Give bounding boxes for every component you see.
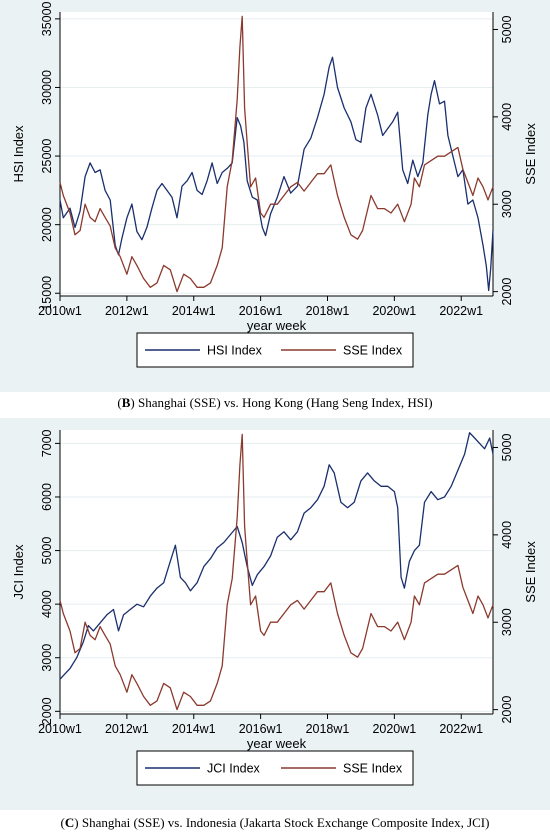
left-tick-label: 35000 bbox=[40, 1, 54, 36]
left-axis-title: HSI Index bbox=[11, 125, 26, 183]
left-tick-label: 2000 bbox=[40, 697, 54, 725]
x-tick-label: 2016w1 bbox=[239, 304, 283, 318]
x-tick-label: 2016w1 bbox=[239, 722, 283, 736]
right-axis-title: SSE Index bbox=[523, 541, 538, 603]
right-tick-label: 5000 bbox=[500, 16, 514, 44]
x-axis-title: year week bbox=[247, 736, 307, 751]
left-tick-label: 3000 bbox=[40, 644, 54, 672]
x-tick-label: 2010w1 bbox=[38, 304, 82, 318]
right-tick-label: 3000 bbox=[500, 190, 514, 218]
caption-text: ) Shanghai (SSE) vs. Indonesia (Jakarta … bbox=[74, 815, 490, 830]
right-tick-label: 2000 bbox=[500, 696, 514, 724]
right-tick-label: 4000 bbox=[500, 103, 514, 131]
x-tick-label: 2010w1 bbox=[38, 722, 82, 736]
chart-hsi-sse: 15000 20000 25000 30000 35000 2000 3000 4000 500… bbox=[11, 1, 538, 368]
chart-panel-jci-sse: 2000 3000 4000 5000 6000 7000 2000 3000 4000 5000… bbox=[0, 418, 550, 810]
legend: HSI Index SSE Index bbox=[136, 332, 414, 368]
hsi-index-line bbox=[59, 56, 494, 292]
left-axis-title: JCI Index bbox=[11, 544, 26, 599]
right-axis-title: SSE Index bbox=[523, 123, 538, 185]
left-tick-label: 7000 bbox=[40, 429, 54, 457]
legend-label: SSE Index bbox=[343, 344, 403, 358]
right-tick-label: 5000 bbox=[500, 434, 514, 462]
caption-text: ) Shanghai (SSE) vs. Hong Kong (Hang Sen… bbox=[130, 395, 433, 410]
plot-area bbox=[60, 430, 493, 714]
x-tick-label: 2020w1 bbox=[372, 722, 416, 736]
x-tick-label: 2018w1 bbox=[306, 304, 350, 318]
left-tick-label: 15000 bbox=[40, 276, 54, 311]
left-tick-label: 5000 bbox=[40, 537, 54, 565]
caption-letter: C bbox=[64, 815, 75, 830]
left-tick-label: 6000 bbox=[40, 483, 54, 511]
x-tick-label: 2022w1 bbox=[439, 304, 483, 318]
x-tick-label: 2014w1 bbox=[172, 722, 216, 736]
x-tick-label: 2018w1 bbox=[306, 722, 350, 736]
x-axis-title: year week bbox=[247, 318, 307, 333]
left-tick-label: 30000 bbox=[40, 70, 54, 105]
legend-label: HSI Index bbox=[207, 344, 263, 358]
legend: JCI Index SSE Index bbox=[136, 750, 414, 786]
jci-index-line bbox=[59, 432, 494, 680]
right-tick-label: 4000 bbox=[500, 521, 514, 549]
x-tick-label: 2012w1 bbox=[105, 722, 149, 736]
caption-jci-sse: (C) Shanghai (SSE) vs. Indonesia (Jakart… bbox=[60, 815, 490, 830]
plot-area bbox=[60, 12, 493, 296]
x-tick-label: 2022w1 bbox=[439, 722, 483, 736]
sse-index-line bbox=[59, 15, 494, 293]
left-tick-label: 25000 bbox=[40, 139, 54, 174]
sse-index-line bbox=[59, 433, 494, 711]
legend-label: JCI Index bbox=[207, 762, 261, 776]
x-tick-label: 2020w1 bbox=[372, 304, 416, 318]
left-tick-label: 20000 bbox=[40, 207, 54, 242]
chart-panel-hsi-sse: 15000 20000 25000 30000 35000 2000 3000 4000 500… bbox=[0, 0, 550, 392]
left-tick-label: 4000 bbox=[40, 590, 54, 618]
chart-jci-sse: 2000 3000 4000 5000 6000 7000 2000 3000 4000 5000… bbox=[11, 429, 538, 786]
right-tick-label: 2000 bbox=[500, 278, 514, 306]
legend-label: SSE Index bbox=[343, 762, 403, 776]
caption-hsi-sse: (B) Shanghai (SSE) vs. Hong Kong (Hang S… bbox=[117, 395, 433, 410]
x-tick-label: 2014w1 bbox=[172, 304, 216, 318]
right-tick-label: 3000 bbox=[500, 608, 514, 636]
caption-letter: B bbox=[121, 395, 131, 410]
x-tick-label: 2012w1 bbox=[105, 304, 149, 318]
